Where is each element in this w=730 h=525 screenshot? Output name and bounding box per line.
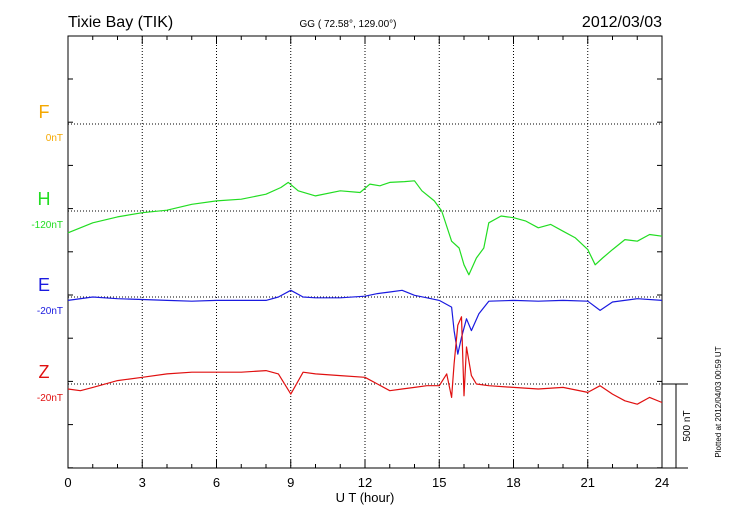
series-line-h [67,180,663,276]
series-lines [67,180,663,405]
series-line-z [67,316,663,405]
series-name-h: H [38,189,51,209]
series-name-z: Z [39,362,50,382]
plot-date: 2012/03/03 [582,14,662,31]
x-axis-label: U T (hour) [336,490,395,505]
series-name-f: F [39,102,50,122]
plotted-timestamp: Plotted at 2012/04/03 00:59 UT [714,346,723,457]
x-tick-label: 15 [432,475,446,490]
x-tick-label: 6 [213,475,220,490]
series-labels: F 0nT H -120nT E -20nT Z -20nT [31,102,63,404]
grid-lines [68,36,662,468]
x-tick-label: 0 [64,475,71,490]
scale-bar: 500 nT [662,383,693,469]
x-tick-label: 18 [506,475,520,490]
station-coordinates: GG ( 72.58°, 129.00°) [300,19,397,30]
series-offset-z: -20nT [37,393,63,404]
x-tick-label: 21 [581,475,595,490]
x-tick-label: 24 [655,475,669,490]
x-tick-labels: 0 3 6 9 12 15 18 21 24 [64,475,669,490]
series-offset-h: -120nT [31,220,63,231]
series-line-e [67,289,663,355]
x-tick-label: 3 [139,475,146,490]
series-name-e: E [38,275,50,295]
series-offset-f: 0nT [46,133,63,144]
series-offset-e: -20nT [37,306,63,317]
axis-ticks [67,36,663,469]
station-title: Tixie Bay (TIK) [68,14,173,31]
scale-bar-label: 500 nT [682,410,693,441]
x-tick-label: 9 [287,475,294,490]
x-tick-label: 12 [358,475,372,490]
